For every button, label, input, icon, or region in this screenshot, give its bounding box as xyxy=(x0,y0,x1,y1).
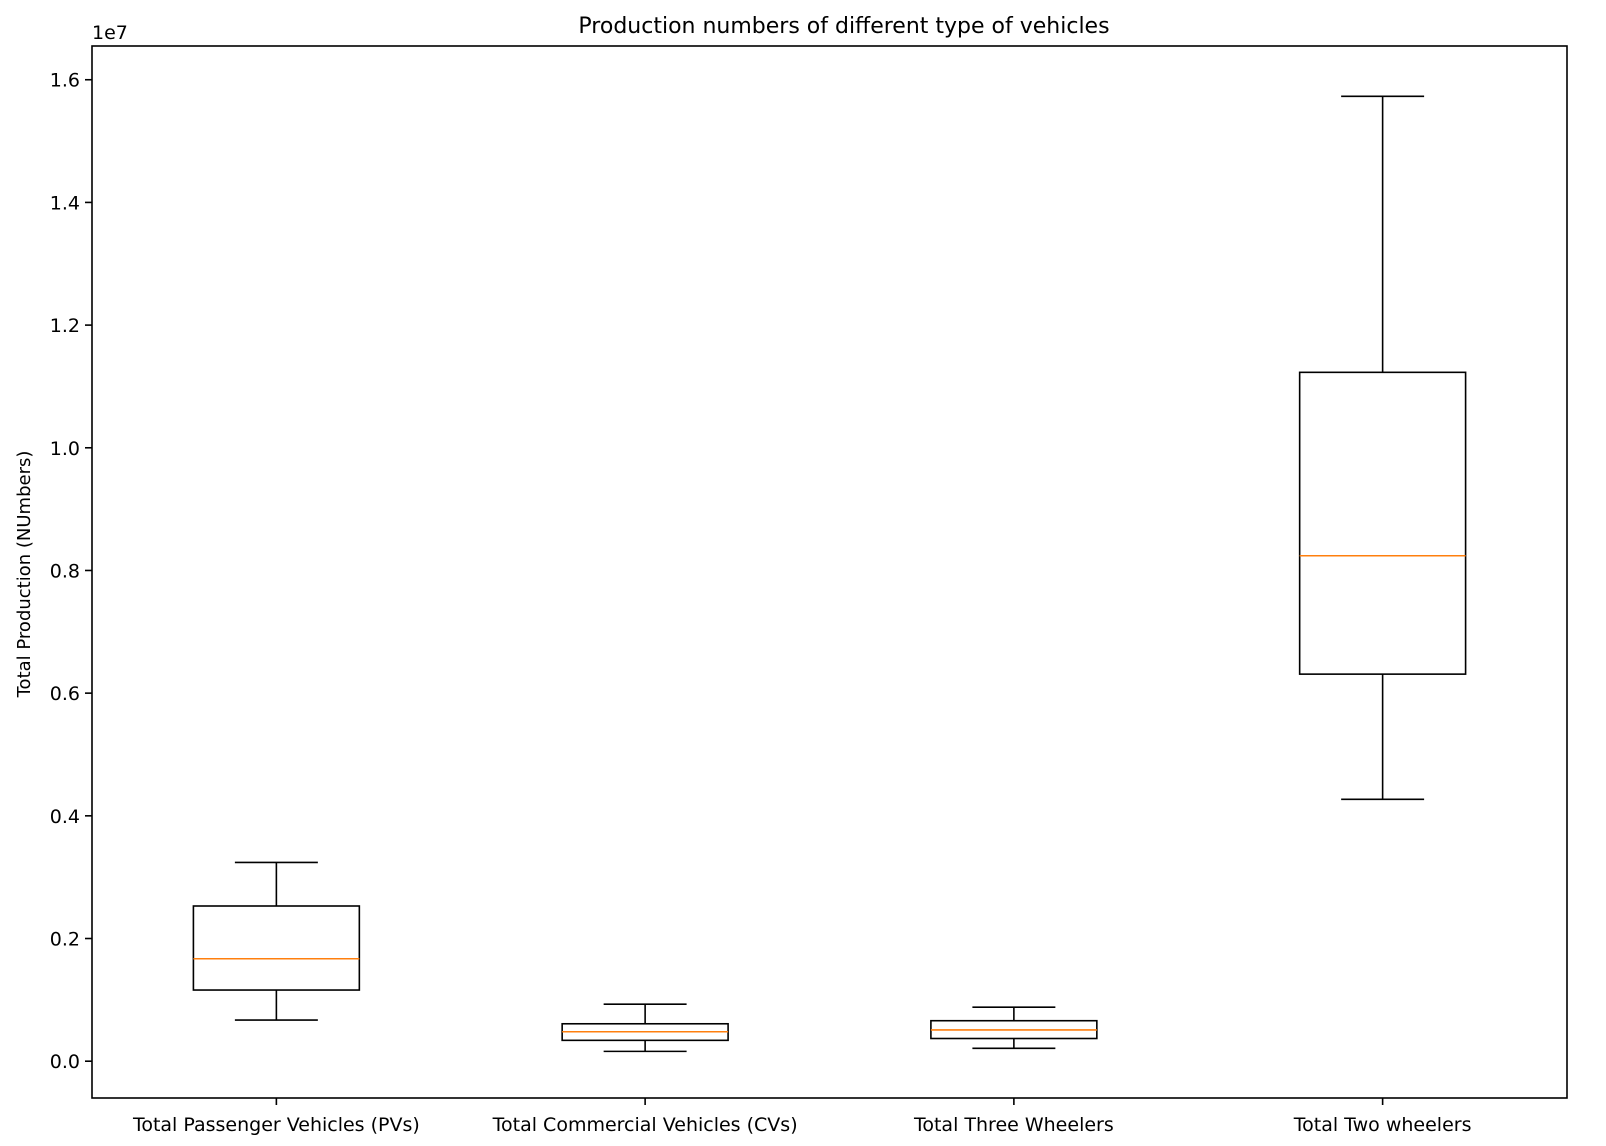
plot-frame xyxy=(91,45,1568,1099)
box-group xyxy=(192,861,361,1021)
x-tick-label: Total Three Wheelers xyxy=(913,1114,1114,1136)
x-tick-label: Total Commercial Vehicles (CVs) xyxy=(492,1114,798,1136)
y-axis-offset-label: 1e7 xyxy=(92,22,128,44)
y-tick-label: 0.2 xyxy=(50,929,80,951)
x-axis-ticks: Total Passenger Vehicles (PVs) Total Comm… xyxy=(132,1098,1472,1136)
y-tick-label: 1.4 xyxy=(50,192,80,214)
box-iqr xyxy=(1298,371,1467,675)
y-tick-label: 1.0 xyxy=(50,438,80,460)
x-tick-label: Total Passenger Vehicles (PVs) xyxy=(132,1114,420,1136)
y-tick-label: 0.8 xyxy=(50,560,80,582)
x-tick-label: Total Two wheelers xyxy=(1293,1114,1472,1136)
box-group xyxy=(561,1003,729,1053)
y-axis-label: Total Production (NUmbers) xyxy=(14,451,35,699)
box-series xyxy=(192,95,1467,1053)
y-tick-label: 1.6 xyxy=(50,70,80,92)
box-group xyxy=(930,1006,1098,1050)
y-axis-ticks: 0.0 0.2 0.4 0.6 0.8 1.0 1.2 1.4 1.6 xyxy=(50,70,92,1073)
box-group xyxy=(1298,95,1467,801)
y-tick-label: 0.0 xyxy=(50,1051,80,1073)
chart-title: Production numbers of different type of … xyxy=(578,14,1109,39)
y-tick-label: 0.4 xyxy=(50,806,80,828)
y-tick-label: 1.2 xyxy=(50,315,80,337)
box-iqr xyxy=(192,905,361,991)
y-tick-label: 0.6 xyxy=(50,683,80,705)
